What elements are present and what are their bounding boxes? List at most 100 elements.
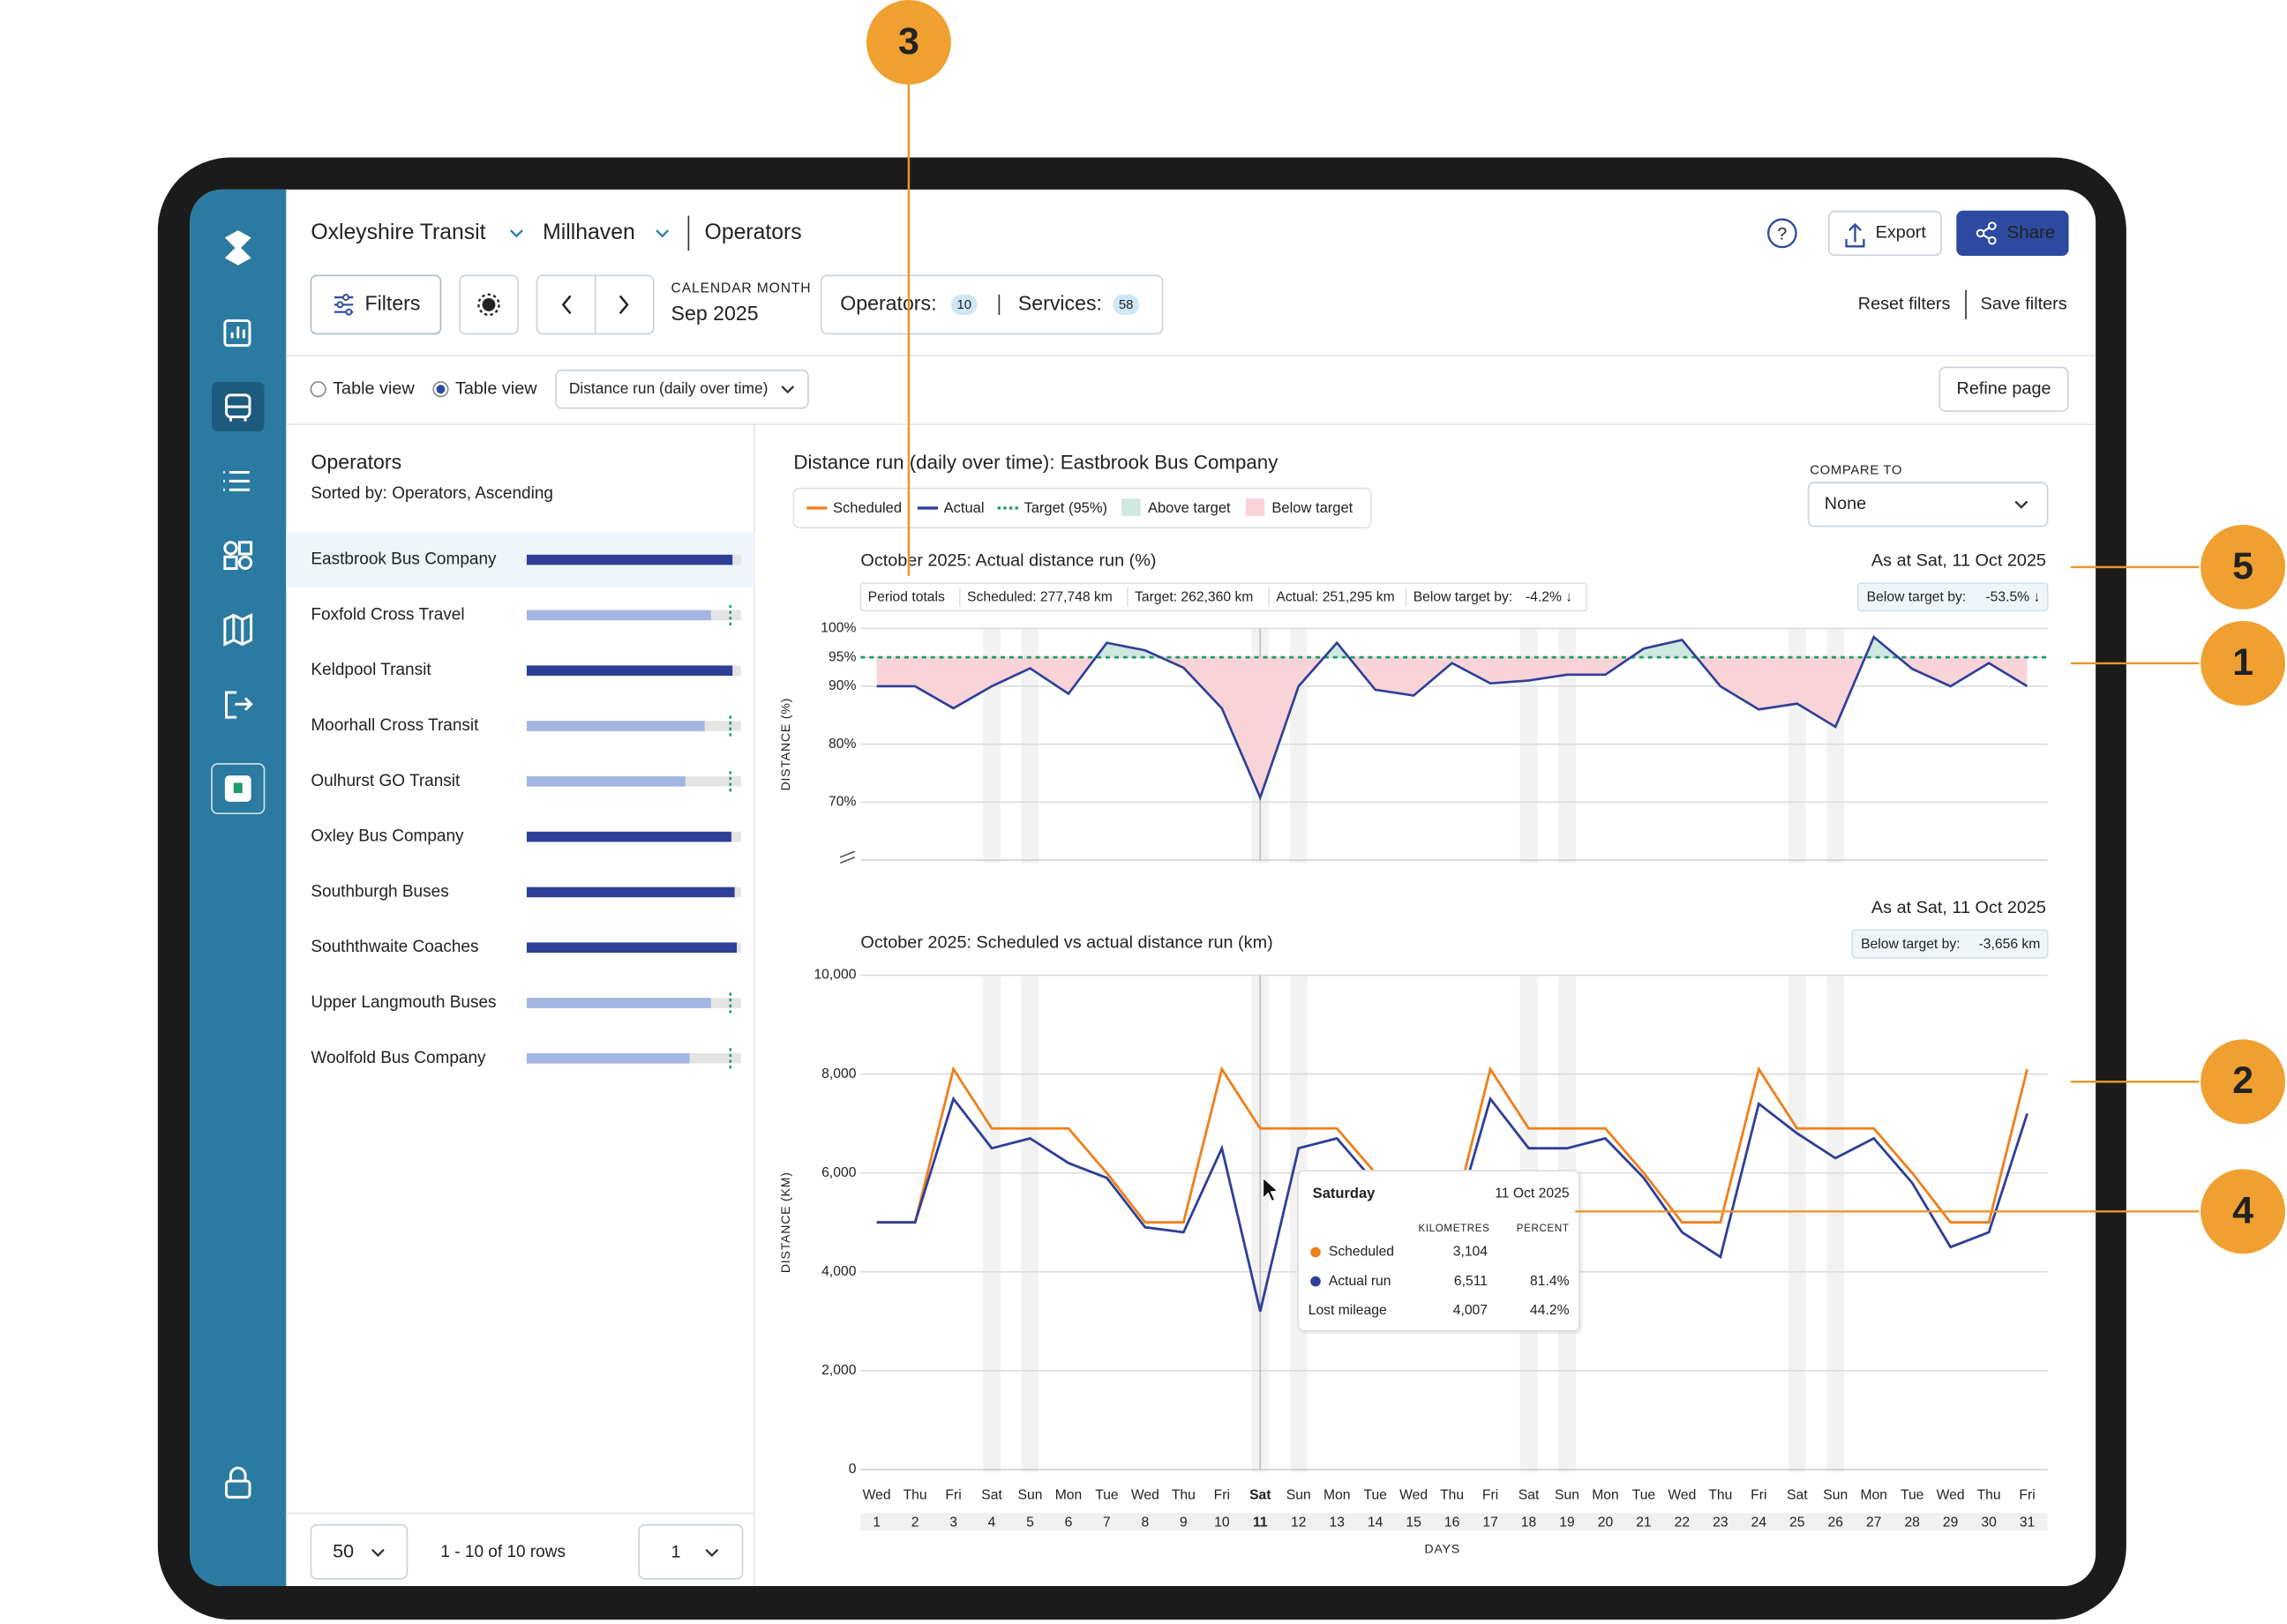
nav-list[interactable] [223, 470, 250, 491]
share-dot [1988, 221, 1997, 230]
page-title: Operators [705, 221, 802, 244]
bar [526, 554, 733, 565]
chart-title: October 2025: Actual distance run (%) [860, 550, 1156, 570]
weekday-label: Wed [1668, 1488, 1696, 1503]
page-select[interactable] [638, 1523, 744, 1580]
tooltip-pct: 81.4% [1530, 1274, 1570, 1289]
legend-swatch [1121, 498, 1141, 517]
breadcrumb: Millhaven [543, 221, 635, 244]
save-filters[interactable]: Save filters [1981, 295, 2067, 314]
x-tick-label: 9 [1180, 1515, 1188, 1530]
callout [2201, 524, 2285, 610]
operator-name[interactable]: Southburgh Buses [311, 882, 448, 901]
operator-name[interactable]: Foxfold Cross Travel [311, 605, 464, 624]
badge-label: Below target by: [1861, 937, 1961, 952]
badge-value: -53.5% ↓ [1985, 590, 2040, 605]
row-range: 1 - 10 of 10 rows [440, 1543, 566, 1561]
weekday-label: Fri [1482, 1488, 1498, 1503]
badge-value: -3,656 km [1979, 937, 2041, 952]
compare-value: None [1825, 494, 1866, 513]
sidebar [190, 189, 287, 1587]
period-total: Period totals [868, 590, 945, 605]
filters-button[interactable] [310, 274, 442, 335]
x-tick-label: 19 [1559, 1515, 1574, 1530]
export-button[interactable] [1827, 210, 1942, 257]
y-tick-label: 8,000 [821, 1066, 857, 1081]
weekday-label: Wed [863, 1488, 891, 1503]
logo[interactable] [224, 230, 251, 266]
operator-name[interactable]: Woolfold Bus Company [311, 1049, 486, 1067]
x-tick-label: 3 [949, 1515, 957, 1530]
y-tick-label: 6,000 [821, 1165, 857, 1180]
radio[interactable] [310, 381, 326, 398]
nav-exit[interactable] [225, 691, 253, 719]
metric-select[interactable] [555, 369, 809, 409]
page-size: 50 [333, 1541, 354, 1562]
tooltip-pct: 44.2% [1530, 1303, 1570, 1318]
below-badge [1851, 929, 2049, 959]
operator-name[interactable]: Oulhurst GO Transit [311, 772, 461, 790]
x-tick-label: 11 [1253, 1515, 1268, 1530]
weekday-label: Fri [945, 1488, 961, 1503]
filters-knob [345, 308, 353, 316]
page-size-select[interactable] [310, 1523, 409, 1580]
operator-name[interactable]: Souththwaite Coaches [311, 938, 478, 956]
period-label: CALENDAR MONTH [671, 281, 812, 296]
x-tick-label: 5 [1026, 1515, 1034, 1530]
next-icon [619, 295, 629, 315]
filters-knob [342, 294, 349, 302]
refine-button[interactable] [1938, 366, 2069, 412]
x-tick-label: 14 [1368, 1515, 1383, 1530]
nav-map[interactable] [223, 612, 253, 647]
axis-break [839, 850, 856, 864]
nav-lock[interactable] [225, 1466, 251, 1499]
x-tick-label: 7 [1103, 1515, 1111, 1530]
operator-name[interactable]: Upper Langmouth Buses [311, 993, 496, 1012]
theme-icon [482, 297, 496, 311]
share-button[interactable] [1956, 210, 2069, 257]
weekday-label: Wed [1937, 1488, 1965, 1503]
x-tick-label: 10 [1214, 1515, 1230, 1530]
operators-count: 10 [956, 298, 971, 312]
bar [526, 721, 705, 731]
callout-number: 2 [2232, 1059, 2253, 1102]
radio-label: Table view [333, 378, 415, 398]
below-target-area [876, 657, 2028, 798]
reset-filters[interactable]: Reset filters [1858, 295, 1951, 314]
callout-number: 5 [2232, 545, 2253, 587]
operator-name[interactable]: Moorhall Cross Transit [311, 716, 479, 735]
operator-name[interactable]: Eastbrook Bus Company [311, 550, 497, 569]
period-total: Below target by: [1413, 590, 1513, 605]
scope-box [820, 274, 1164, 335]
operator-name[interactable]: Oxley Bus Company [311, 827, 464, 846]
chevron [705, 1548, 719, 1557]
x-tick-label: 25 [1789, 1515, 1805, 1530]
metric-value: Distance run (daily over time) [569, 379, 769, 397]
screen [190, 189, 2096, 1587]
y-tick-label: 100% [821, 620, 856, 635]
nav-reports[interactable] [223, 319, 251, 348]
day-strip [860, 1513, 2048, 1531]
x-tick-label: 18 [1521, 1515, 1537, 1530]
y-tick-label: 90% [829, 678, 856, 693]
y-tick-label: 4,000 [821, 1264, 857, 1279]
x-tick-label: 24 [1751, 1515, 1767, 1530]
sidebar-icons [211, 230, 266, 1499]
x-tick-label: 28 [1904, 1515, 1920, 1530]
weekday-label: Fri [1214, 1488, 1230, 1503]
operator-name[interactable]: Keldpool Transit [311, 661, 431, 679]
weekday-label: Tue [1901, 1488, 1924, 1503]
help-button[interactable] [1766, 218, 1797, 249]
weekday-label: Wed [1399, 1488, 1428, 1503]
bar [526, 776, 686, 787]
badge-label: Below target by: [1867, 590, 1967, 605]
radio-label: Table view [455, 378, 537, 398]
compare-select[interactable] [1807, 482, 2049, 528]
x-tick-label: 8 [1142, 1515, 1150, 1530]
nav-app[interactable] [211, 763, 266, 814]
actual-line [876, 634, 2028, 801]
legend-label: Above target [1148, 499, 1231, 516]
nav-widgets[interactable] [223, 541, 253, 571]
nav-operators[interactable] [225, 393, 251, 422]
